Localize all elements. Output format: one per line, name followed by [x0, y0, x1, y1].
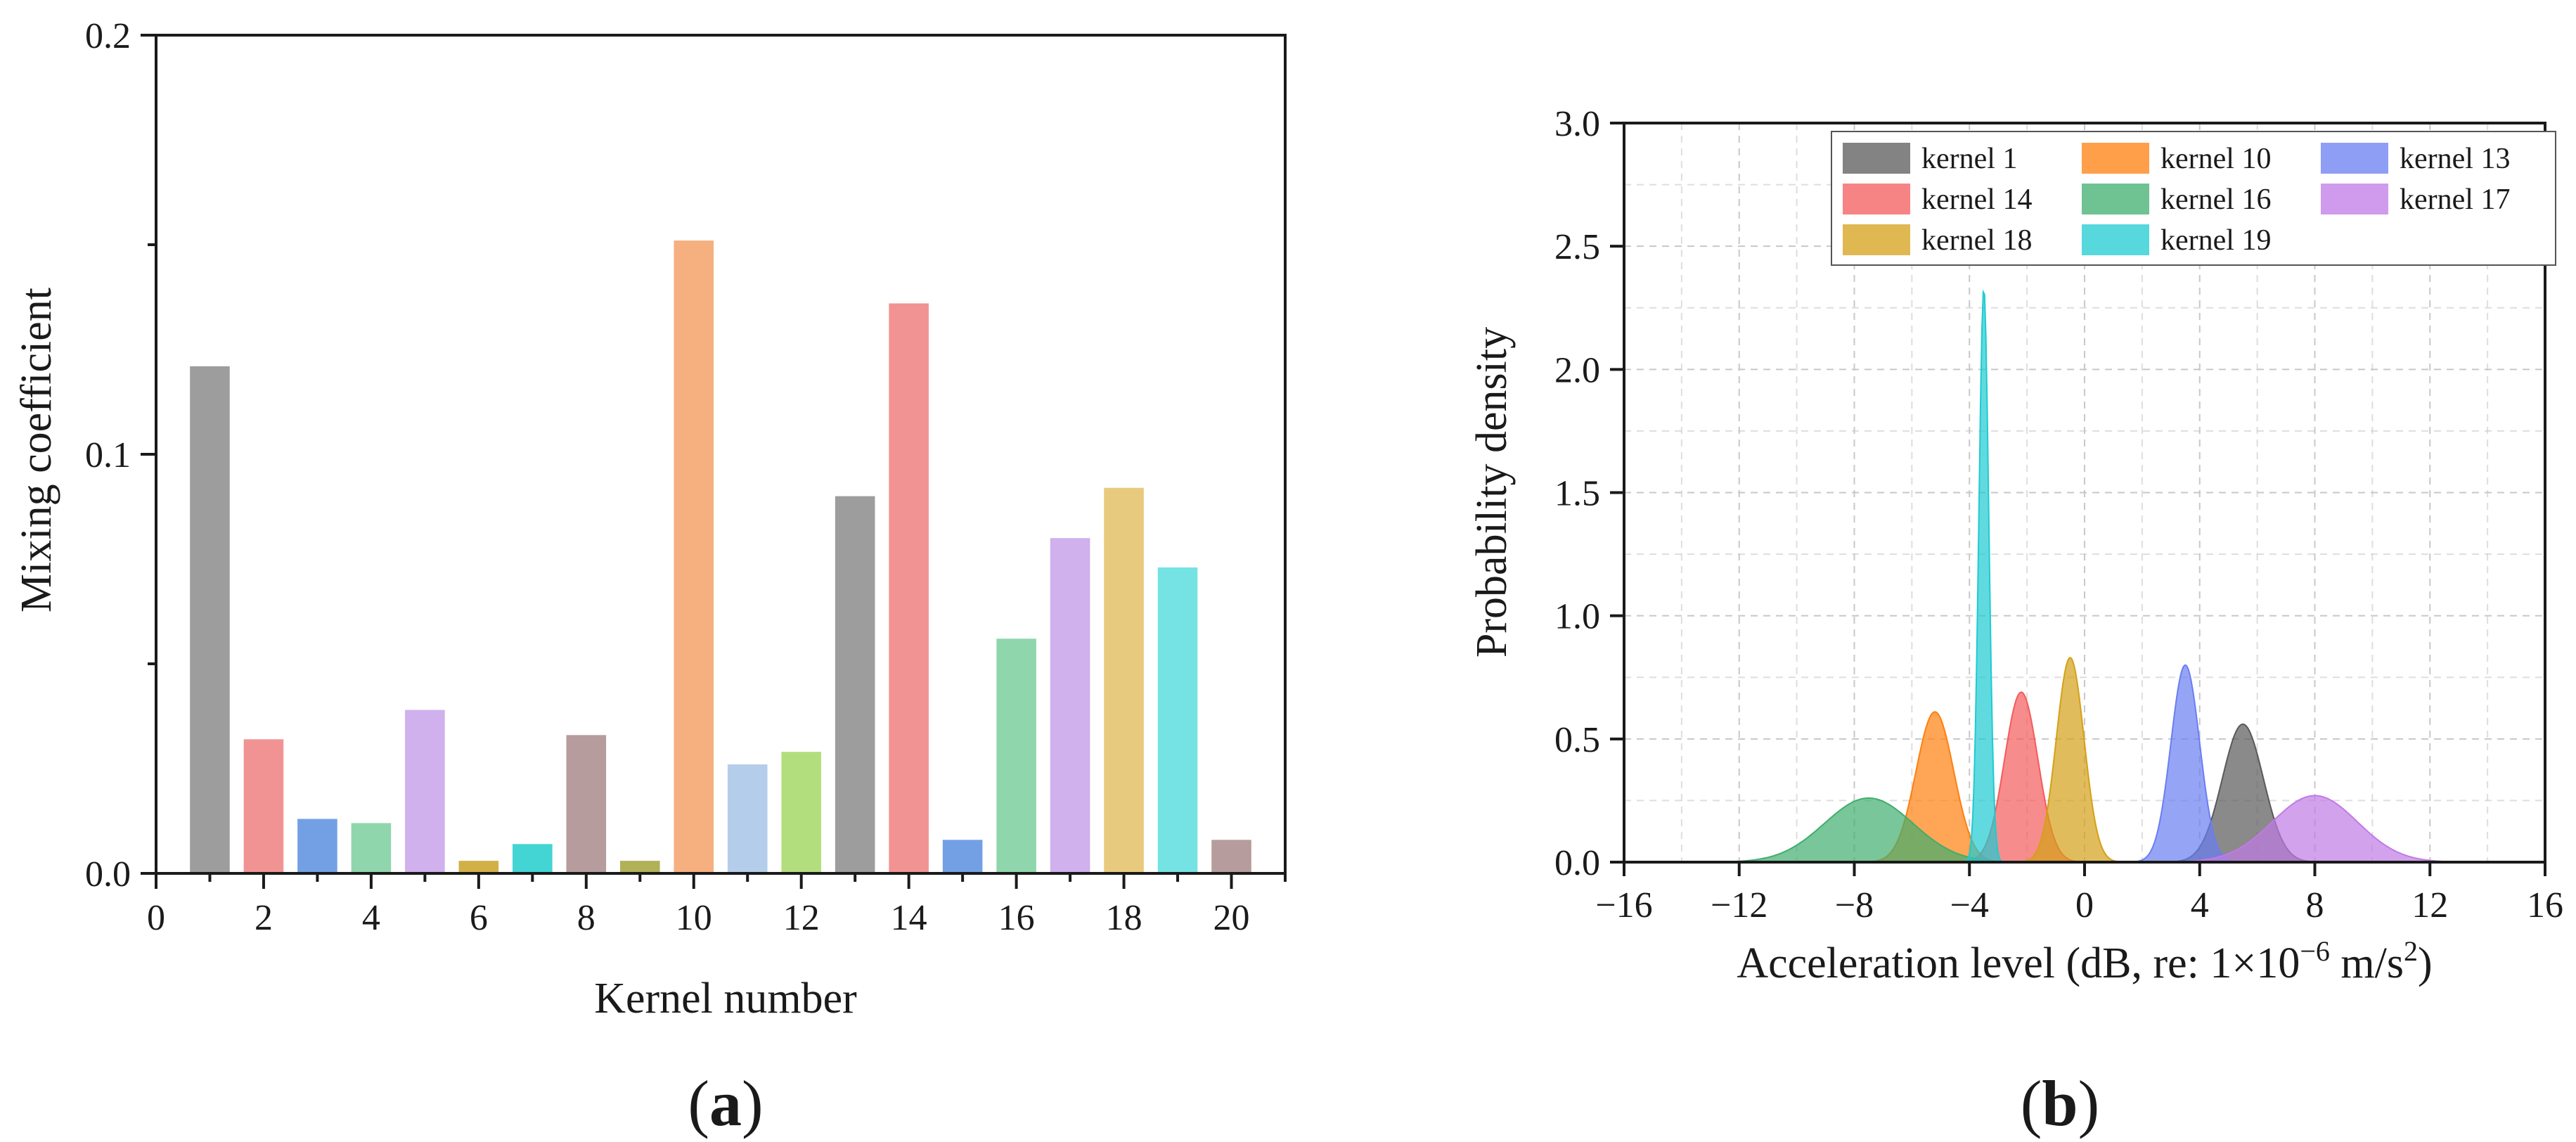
bar-kernel-14 [889, 303, 929, 873]
legend-label: kernel 17 [2400, 184, 2510, 216]
x-tick-label: 8 [2306, 885, 2324, 925]
y-tick-label: 1.5 [1554, 474, 1600, 514]
bar-kernel-13 [835, 496, 875, 873]
legend-swatch [2082, 143, 2149, 174]
panel-letter: b [2042, 1067, 2078, 1139]
legend-swatch [1843, 143, 1910, 174]
legend-box [1831, 131, 2556, 266]
y-tick-label: 3.0 [1554, 104, 1600, 144]
legend: kernel 1 kernel 10 kernel 13 kernel 14 kerne… [1831, 131, 2556, 266]
x-tick-label: 8 [577, 898, 595, 938]
legend-swatch [2082, 184, 2149, 214]
legend-label: kernel 18 [1921, 224, 2032, 257]
y-axis-title: Probability density [1468, 327, 1516, 657]
x-tick-label: 14 [891, 898, 927, 938]
x-tick-label: 12 [2411, 885, 2448, 925]
bar-kernel-1 [190, 366, 230, 873]
y-tick-label: 0.2 [85, 16, 131, 56]
y-tick-label: 0.1 [85, 435, 131, 475]
bar-kernel-5 [405, 710, 445, 873]
x-tick-label: 20 [1213, 898, 1250, 938]
y-tick-label: 0.0 [85, 854, 131, 894]
density-kernel-18 [1624, 657, 2545, 862]
x-tick-label: −16 [1595, 885, 1652, 925]
density-kernel-17 [1624, 795, 2545, 862]
bar-kernel-7 [513, 844, 553, 873]
x-tick-label: 2 [255, 898, 273, 938]
legend-swatch [2082, 224, 2149, 255]
legend-label: kernel 1 [1921, 143, 2017, 175]
y-tick-label: 0.0 [1554, 843, 1600, 883]
x-tick-label: 4 [2191, 885, 2209, 925]
bar-kernel-10 [674, 240, 714, 873]
legend-label: kernel 19 [2160, 224, 2271, 257]
bar-kernel-2 [243, 739, 284, 873]
x-tick-label: 12 [783, 898, 820, 938]
y-tick-label: 0.5 [1554, 720, 1600, 760]
probability-density-chart: −16 −12 −8 −4 0 4 8 12 16 0.0 0.5 1.0 1.5 2.0 2.5 3.0 ke… [1468, 104, 2563, 1139]
legend-label: kernel 16 [2160, 184, 2271, 216]
bar-kernel-19 [1157, 567, 1198, 873]
bar-kernel-3 [297, 819, 337, 873]
bar-kernel-18 [1104, 487, 1144, 873]
plot-area: −16 −12 −8 −4 0 4 8 12 16 0.0 0.5 1.0 1.5 2.0 2.5 3.0 ke… [1554, 104, 2563, 925]
x-tick-label: 10 [676, 898, 712, 938]
legend-label: kernel 14 [1921, 184, 2032, 216]
x-axis-title: Acceleration level (dB, re: 1×10−6 m/s2) [1737, 935, 2432, 987]
bar-kernel-8 [566, 735, 607, 873]
bar-kernel-6 [458, 861, 499, 873]
x-tick-label: 16 [998, 898, 1035, 938]
y-tick-label: 2.5 [1554, 227, 1600, 267]
legend-swatch [1843, 224, 1910, 255]
panel-label: (b) [2021, 1067, 2099, 1139]
bar-kernel-17 [1050, 538, 1090, 873]
x-tick-label: −4 [1950, 885, 1989, 925]
legend-swatch [2321, 143, 2388, 174]
panel-label: (a) [688, 1067, 763, 1139]
x-tick-label: 0 [147, 898, 165, 938]
plot-area: 0 2 4 6 8 10 12 14 16 18 20 0.0 0.1 0.2 [85, 16, 1287, 938]
legend-label: kernel 10 [2160, 143, 2271, 175]
bar-kernel-20 [1211, 840, 1251, 873]
bar-kernel-11 [727, 764, 768, 873]
bar-kernel-16 [996, 639, 1036, 873]
density-kernel-16 [1624, 797, 2545, 862]
mixing-coefficient-bar-chart: 0 2 4 6 8 10 12 14 16 18 20 0.0 0.1 0.2 Mixing coeffi… [13, 16, 1287, 1139]
x-axis-title: Kernel number [594, 975, 857, 1022]
x-tick-label: 4 [362, 898, 380, 938]
bar-kernel-9 [619, 861, 660, 873]
x-tick-label: 6 [470, 898, 488, 938]
y-axis-title: Mixing coefficient [13, 288, 60, 612]
x-tick-label: 18 [1106, 898, 1142, 938]
panel-letter: a [709, 1067, 742, 1139]
legend-label: kernel 13 [2400, 143, 2510, 175]
x-tick-label: 0 [2075, 885, 2094, 925]
y-tick-label: 1.0 [1554, 597, 1600, 637]
bar-kernel-12 [781, 752, 822, 873]
legend-swatch [1843, 184, 1910, 214]
bar-kernel-15 [942, 840, 983, 873]
x-tick-label: −12 [1711, 885, 1767, 925]
x-tick-label: 16 [2527, 885, 2563, 925]
legend-swatch [2321, 184, 2388, 214]
x-tick-label: −8 [1835, 885, 1874, 925]
y-tick-label: 2.0 [1554, 350, 1600, 390]
bar-kernel-4 [351, 823, 392, 873]
